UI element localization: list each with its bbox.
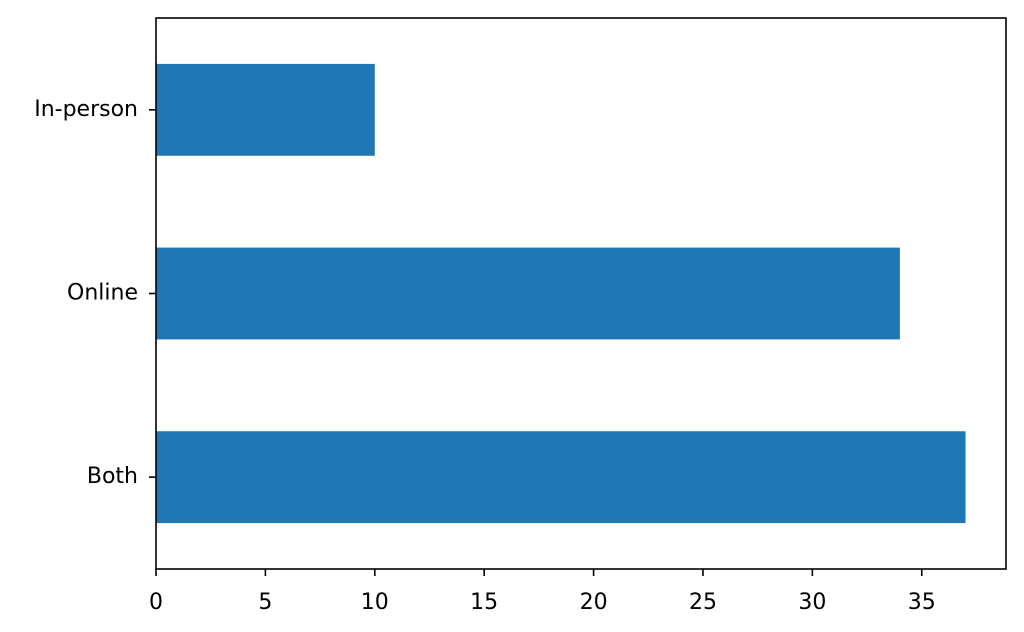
x-tick-label: 20 (580, 590, 608, 615)
y-tick-label: Online (67, 281, 138, 306)
bar (156, 247, 900, 340)
x-tick-label: 15 (470, 590, 498, 615)
x-tick-label: 10 (361, 590, 389, 615)
x-tick-label: 25 (689, 590, 717, 615)
y-tick-label: In-person (34, 97, 138, 122)
x-tick-label: 35 (908, 590, 936, 615)
bar (156, 63, 375, 156)
plot-frame (155, 17, 1007, 570)
x-tick-label: 5 (258, 590, 272, 615)
bar (156, 431, 966, 524)
x-tick-label: 30 (798, 590, 826, 615)
x-tick-label: 0 (149, 590, 163, 615)
y-tick-label: Both (87, 464, 138, 489)
